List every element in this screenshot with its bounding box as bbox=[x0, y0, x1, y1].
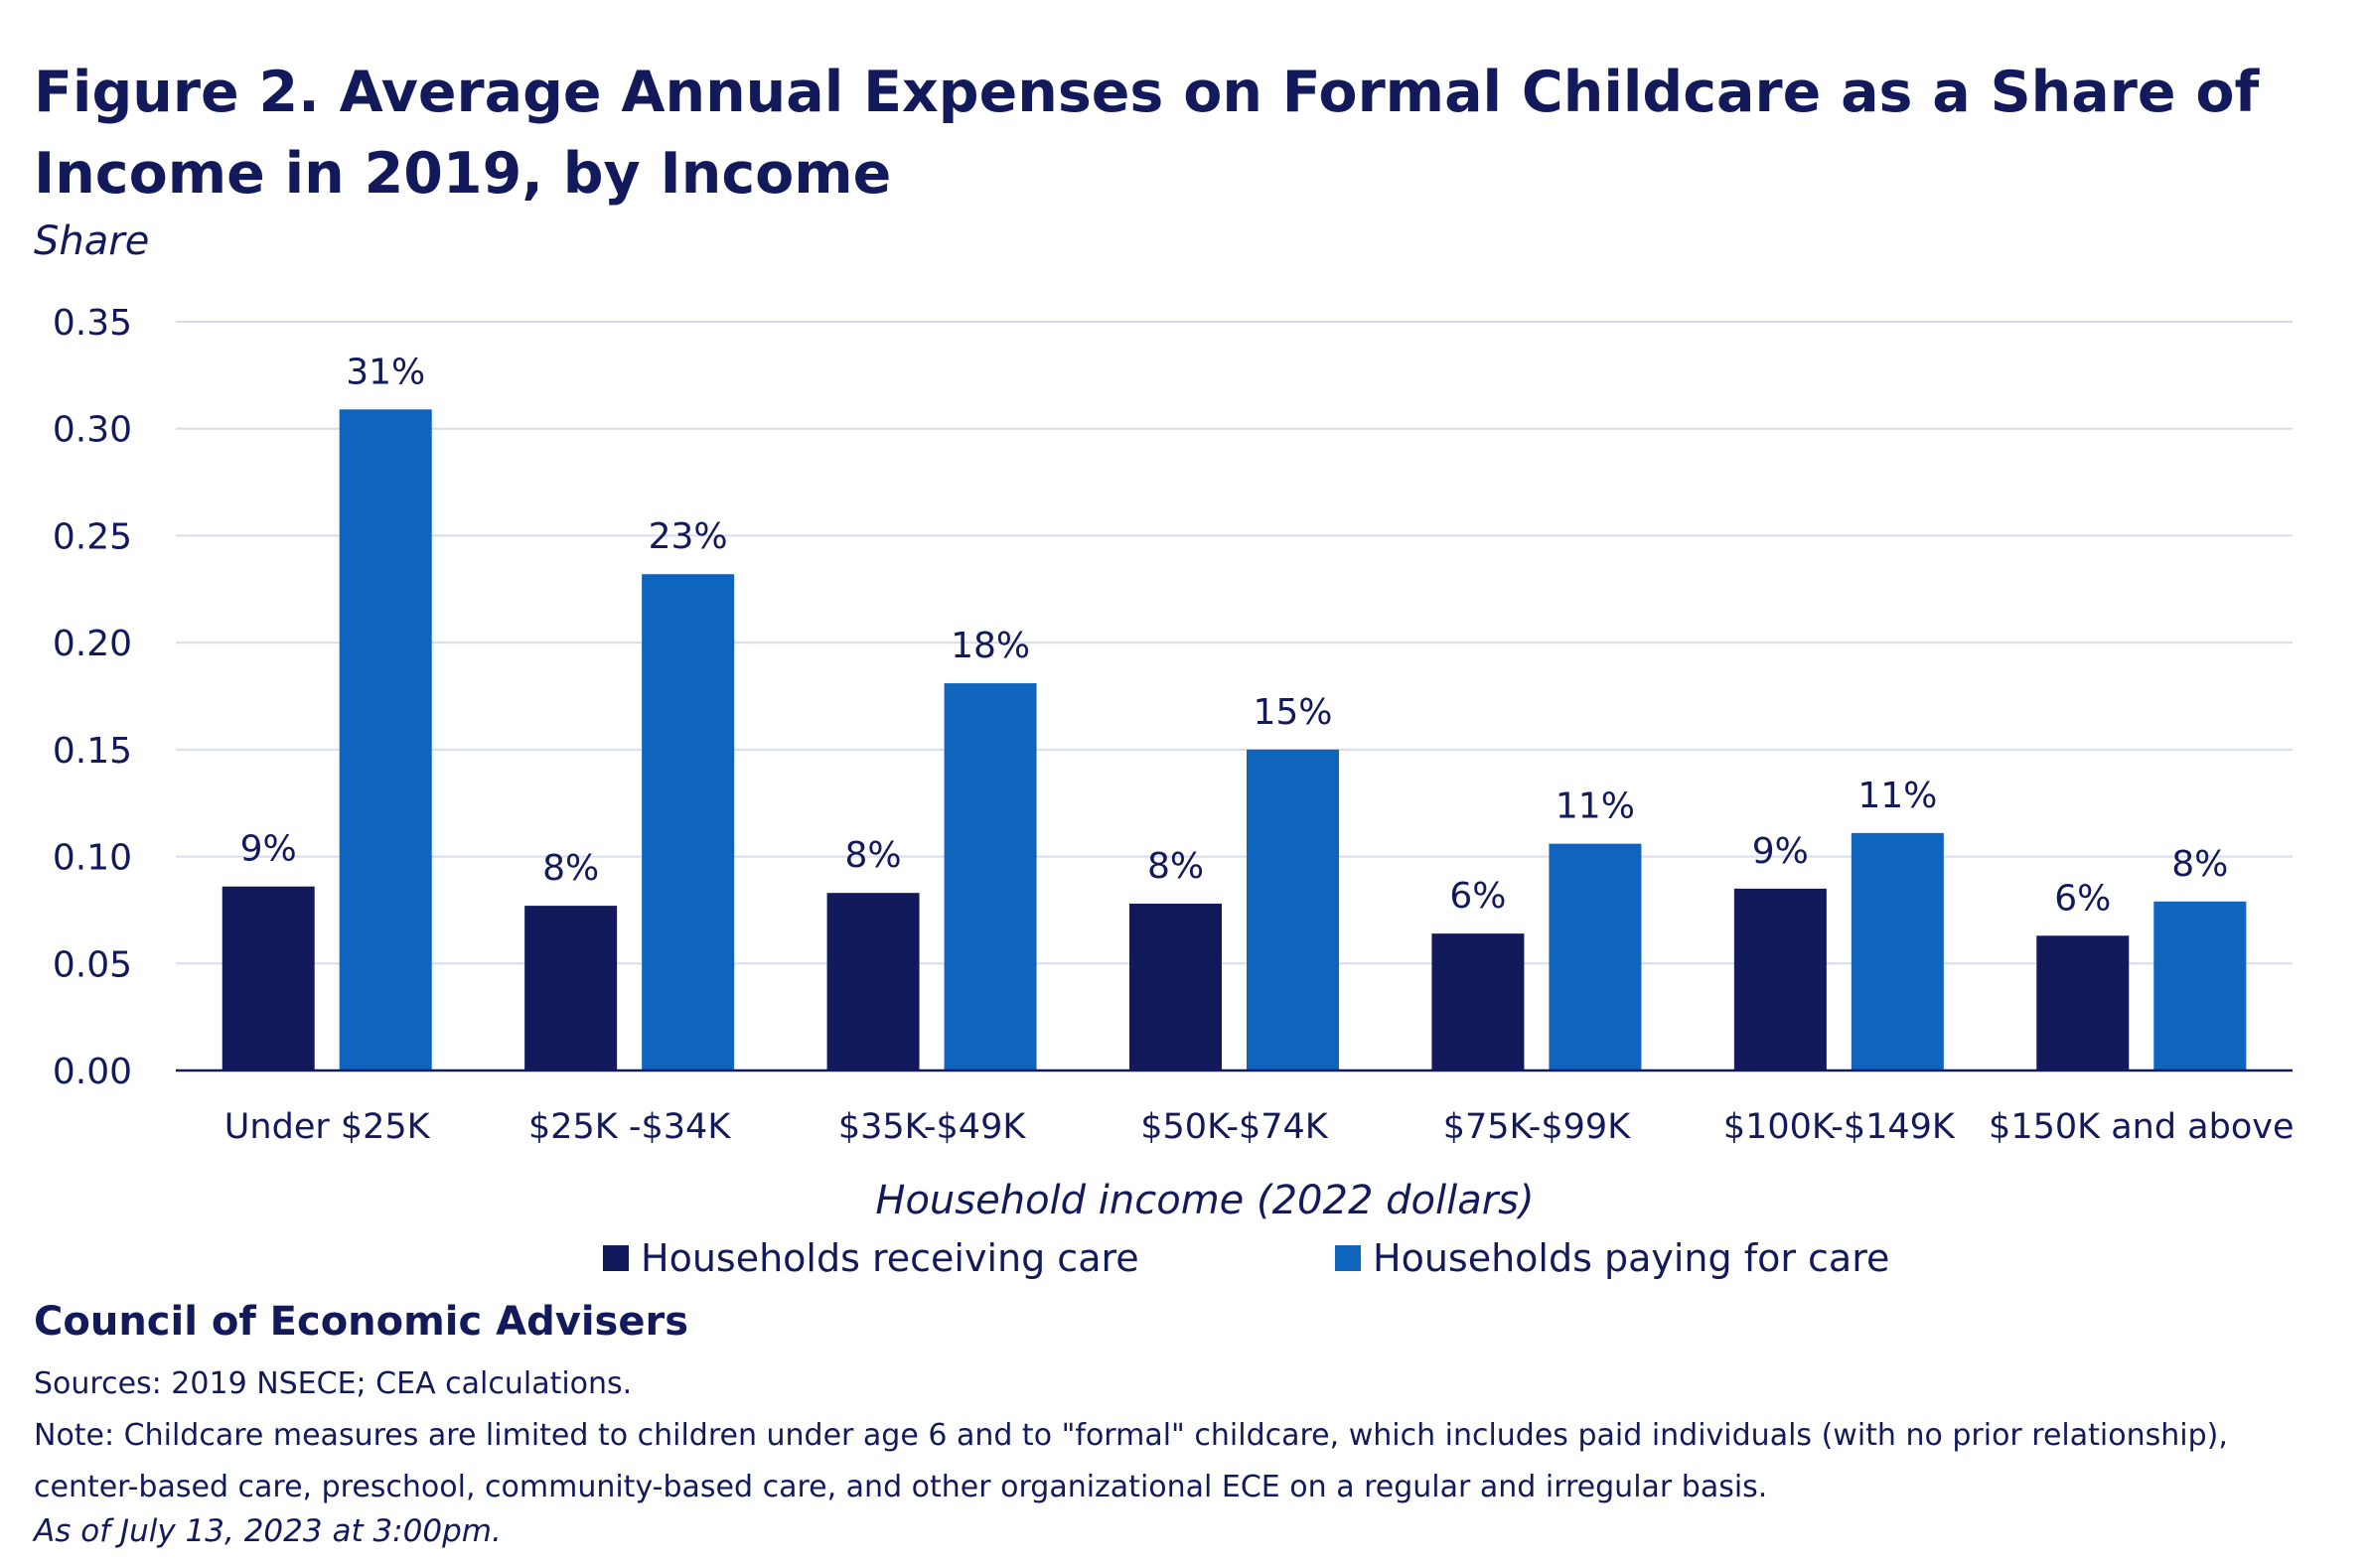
x-axis-label: Household income (2022 dollars) bbox=[875, 1178, 1534, 1223]
bar-paying-for-care bbox=[642, 574, 735, 1070]
bar-paying-for-care bbox=[2153, 901, 2247, 1070]
bar-receiving-care bbox=[524, 906, 618, 1070]
y-tick-label: 0.35 bbox=[53, 303, 132, 344]
bar-data-label: 18% bbox=[951, 626, 1030, 666]
bar-paying-for-care bbox=[1247, 749, 1339, 1070]
footer-as-of: As of July 13, 2023 at 3:00pm. bbox=[34, 1513, 502, 1549]
x-tick-label: $25K -$34K bbox=[528, 1107, 731, 1147]
bar-data-labels: 9% 31% 8% 23% 8% 18% 8% 15% 6% 11% 9% 11% 6% 8% bbox=[240, 352, 2229, 919]
legend-swatch bbox=[603, 1245, 629, 1271]
bar-data-label: 31% bbox=[346, 352, 425, 392]
gridlines bbox=[176, 321, 2293, 965]
bar-data-label: 9% bbox=[240, 829, 297, 870]
x-tick-label: $100K-$149K bbox=[1723, 1107, 1956, 1147]
bar-data-label: 8% bbox=[1147, 846, 1204, 887]
x-tick-label: Under $25K bbox=[224, 1107, 431, 1147]
legend-label: Households paying for care bbox=[1373, 1236, 1889, 1280]
footer-sources: Sources: 2019 NSECE; CEA calculations. bbox=[34, 1366, 633, 1401]
bar-receiving-care bbox=[2036, 935, 2130, 1070]
x-tick-label: $35K-$49K bbox=[838, 1107, 1027, 1147]
bar-data-label: 8% bbox=[845, 835, 902, 876]
bar-data-label: 8% bbox=[2171, 844, 2228, 885]
chart-title: Figure 2. Average Annual Expenses on For… bbox=[34, 60, 2260, 207]
bar-receiving-care bbox=[1733, 888, 1827, 1070]
y-tick-label: 0.25 bbox=[53, 516, 132, 557]
bar-receiving-care bbox=[826, 893, 920, 1070]
bar-receiving-care bbox=[1431, 933, 1525, 1070]
y-tick-label: 0.10 bbox=[53, 838, 132, 879]
y-tick-label: 0.00 bbox=[53, 1052, 132, 1092]
y-tick-label: 0.20 bbox=[53, 624, 132, 664]
bar-paying-for-care bbox=[1549, 843, 1642, 1070]
y-axis-label: Share bbox=[34, 218, 150, 264]
bar-data-label: 11% bbox=[1556, 786, 1635, 827]
bar-data-label: 23% bbox=[649, 516, 728, 557]
bar-data-label: 15% bbox=[1253, 692, 1332, 733]
x-tick-label: $50K-$74K bbox=[1140, 1107, 1329, 1147]
legend-label: Households receiving care bbox=[641, 1236, 1139, 1280]
y-axis-ticks: 0.00 0.05 0.10 0.15 0.20 0.25 0.30 0.35 bbox=[53, 303, 132, 1092]
footer-organization: Council of Economic Advisers bbox=[34, 1299, 689, 1345]
legend: Households receiving care Households payi… bbox=[603, 1236, 1889, 1280]
bar-chart: 0.00 0.05 0.10 0.15 0.20 0.25 0.30 0.35 9% 31% 8%… bbox=[53, 303, 2295, 1280]
x-axis-ticks: Under $25K $25K -$34K $35K-$49K $50K-$74K $7… bbox=[224, 1107, 2295, 1147]
y-tick-label: 0.30 bbox=[53, 410, 132, 451]
y-tick-label: 0.15 bbox=[53, 731, 132, 772]
bars bbox=[222, 409, 2247, 1071]
y-tick-label: 0.05 bbox=[53, 944, 132, 985]
bar-paying-for-care bbox=[1851, 832, 1944, 1070]
bar-data-label: 6% bbox=[1449, 876, 1506, 917]
bar-paying-for-care bbox=[339, 409, 432, 1071]
bar-receiving-care bbox=[222, 886, 315, 1070]
bar-receiving-care bbox=[1129, 903, 1222, 1070]
legend-swatch bbox=[1335, 1245, 1361, 1271]
bar-data-label: 11% bbox=[1857, 776, 1937, 816]
bar-data-label: 6% bbox=[2054, 878, 2111, 919]
x-tick-label: $75K-$99K bbox=[1443, 1107, 1632, 1147]
x-tick-label: $150K and above bbox=[1989, 1107, 2294, 1147]
bar-data-label: 9% bbox=[1752, 831, 1809, 872]
footer-note: Note: Childcare measures are limited to … bbox=[34, 1418, 2228, 1504]
bar-paying-for-care bbox=[944, 683, 1037, 1070]
bar-data-label: 8% bbox=[542, 848, 599, 889]
